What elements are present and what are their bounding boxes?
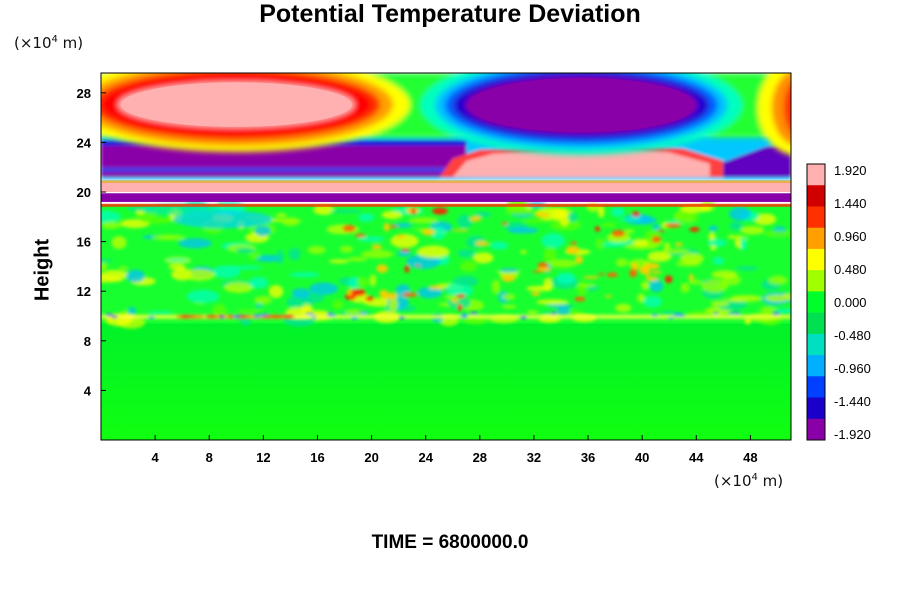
colorbar-swatch-4 xyxy=(807,248,825,271)
colorbar-label-0: 1.920 xyxy=(834,163,867,178)
colorbar-frame xyxy=(806,163,826,441)
colorbar-label-7: -1.440 xyxy=(834,394,871,409)
y-tick-label-6: 28 xyxy=(77,86,91,101)
colorbar: 1.920 1.440 0.960 0.480 0.000 -0.480 -0.960 -1.… xyxy=(806,163,871,442)
colorbar-label-2: 0.960 xyxy=(834,229,867,244)
x-tick-label-4: 20 xyxy=(364,450,378,465)
colorbar-label-1: 1.440 xyxy=(834,196,867,211)
warm-stripe xyxy=(101,182,791,193)
x-axis-unit: (×104 m) xyxy=(714,472,784,490)
y-tick-label-3: 16 xyxy=(77,235,91,250)
colorbar-label-3: 0.480 xyxy=(834,262,867,277)
colorbar-swatch-10 xyxy=(807,376,825,399)
plot-frame xyxy=(100,72,792,441)
x-tick-label-8: 36 xyxy=(581,450,595,465)
upper-warm-core xyxy=(120,82,352,127)
x-tick-label-11: 48 xyxy=(743,450,757,465)
y-tick-label-4: 20 xyxy=(77,185,91,200)
x-tick-label-0: 4 xyxy=(152,450,160,465)
x-tick-label-3: 16 xyxy=(310,450,324,465)
colorbar-swatch-12 xyxy=(807,418,825,441)
x-tick-label-7: 32 xyxy=(527,450,541,465)
lower-layer xyxy=(101,321,791,440)
heatmap-field xyxy=(101,73,791,440)
colorbar-swatch-11 xyxy=(807,397,825,420)
tropopause-streak xyxy=(101,311,791,320)
colorbar-label-5: -0.480 xyxy=(834,328,871,343)
x-tick-label-5: 24 xyxy=(418,450,433,465)
colorbar-swatch-8 xyxy=(807,333,825,356)
colorbar-label-6: -0.960 xyxy=(834,361,871,376)
colorbar-label-4: 0.000 xyxy=(834,295,867,310)
colorbar-swatch-9 xyxy=(807,355,825,377)
perturbation-blobs xyxy=(101,198,791,329)
y-axis-unit: (×104 m) xyxy=(14,34,84,52)
x-axis: 4 8 12 16 20 24 28 32 36 40 44 48 xyxy=(152,435,758,465)
cold-stripe xyxy=(101,193,791,202)
y-axis: 4 8 12 16 20 24 28 xyxy=(77,86,106,398)
y-tick-label-2: 12 xyxy=(77,284,91,299)
x-tick-label-2: 12 xyxy=(256,450,270,465)
x-tick-label-10: 44 xyxy=(689,450,704,465)
colorbar-swatch-0 xyxy=(807,164,825,186)
colorbar-swatch-7 xyxy=(807,312,825,335)
colorbar-swatch-1 xyxy=(807,185,825,207)
chart-title: Potential Temperature Deviation xyxy=(259,0,641,28)
time-label: TIME = 6800000.0 xyxy=(371,532,529,553)
colorbar-swatch-3 xyxy=(807,227,825,250)
colorbar-swatch-2 xyxy=(807,206,825,229)
colorbar-swatch-5 xyxy=(807,270,825,292)
y-tick-label-0: 4 xyxy=(84,383,92,398)
x-tick-label-9: 40 xyxy=(635,450,649,465)
y-tick-label-1: 8 xyxy=(84,334,91,349)
upper-cold-core xyxy=(468,77,695,133)
y-tick-label-5: 24 xyxy=(77,135,92,150)
x-tick-label-1: 8 xyxy=(206,450,213,465)
colorbar-label-8: -1.920 xyxy=(834,427,871,442)
colorbar-swatch-6 xyxy=(807,291,825,314)
x-tick-label-6: 28 xyxy=(473,450,487,465)
